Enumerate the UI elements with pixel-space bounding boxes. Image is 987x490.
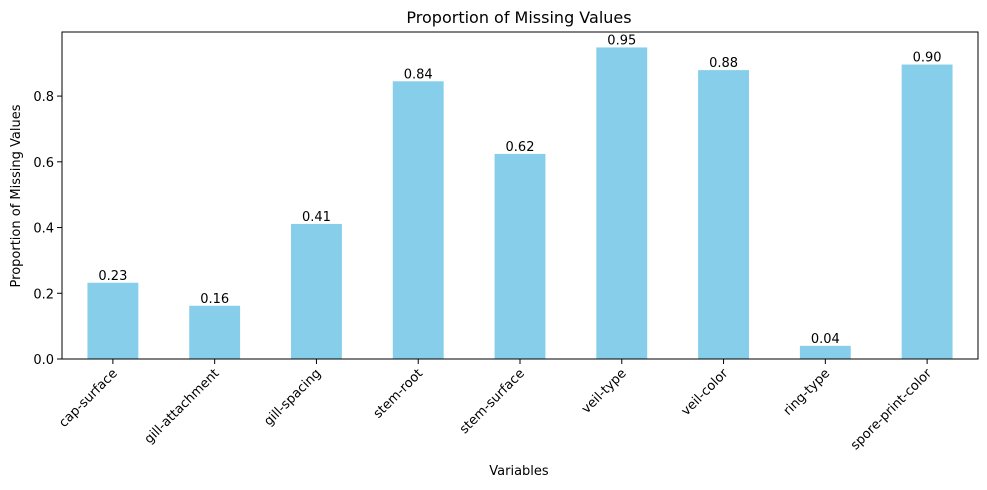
x-tick-label-cap-surface: cap-surface (56, 366, 120, 430)
x-tick-label-spore-print-color: spore-print-color (848, 366, 935, 453)
value-labels-group: 0.23 0.16 0.41 0.84 0.62 0.95 0.88 0.04 0.90 (98, 33, 941, 346)
y-tick-label-2: 0.4 (33, 222, 54, 237)
x-axis-title: Variables (489, 464, 549, 479)
x-tick-label-stem-root: stem-root (371, 366, 426, 421)
y-tick-label-1: 0.2 (33, 287, 54, 302)
bar-stem-surface (494, 153, 546, 359)
bar-gill-spacing (291, 223, 342, 359)
y-tick-label-3: 0.6 (33, 156, 54, 171)
value-label-gill-spacing: 0.41 (302, 210, 331, 225)
bar-veil-color (698, 70, 749, 359)
x-axis: cap-surface gill-attachment gill-spacing st… (56, 359, 935, 453)
bar-gill-attachment (189, 305, 241, 359)
bar-spore-print-color (901, 64, 953, 359)
x-tick-label-ring-type: ring-type (781, 366, 833, 418)
y-axis-title: Proportion of Missing Values (9, 104, 24, 287)
bars-group (87, 47, 953, 360)
bar-veil-type (596, 47, 648, 360)
value-label-spore-print-color: 0.90 (913, 51, 942, 66)
x-tick-label-veil-type: veil-type (579, 366, 630, 417)
value-label-cap-surface: 0.23 (98, 269, 127, 284)
bar-ring-type (799, 345, 851, 359)
y-tick-label-4: 0.8 (33, 90, 54, 105)
x-tick-label-gill-spacing: gill-spacing (261, 366, 324, 429)
plot-frame (61, 31, 979, 360)
bar-stem-root (392, 81, 444, 360)
y-tick-label-0: 0.0 (33, 353, 54, 368)
value-label-gill-attachment: 0.16 (200, 292, 229, 307)
x-tick-label-gill-attachment: gill-attachment (142, 366, 223, 447)
y-axis: 0.0 0.2 0.4 0.6 0.8 (33, 90, 62, 368)
x-tick-label-veil-color: veil-color (679, 366, 732, 419)
value-label-veil-color: 0.88 (709, 56, 738, 71)
value-label-stem-root: 0.84 (404, 67, 433, 82)
chart-title: Proportion of Missing Values (406, 8, 631, 27)
bar-cap-surface (87, 282, 139, 359)
value-label-stem-surface: 0.62 (506, 140, 535, 155)
x-tick-label-stem-surface: stem-surface (457, 366, 528, 437)
value-label-ring-type: 0.04 (811, 332, 840, 347)
value-label-veil-type: 0.95 (607, 33, 636, 48)
